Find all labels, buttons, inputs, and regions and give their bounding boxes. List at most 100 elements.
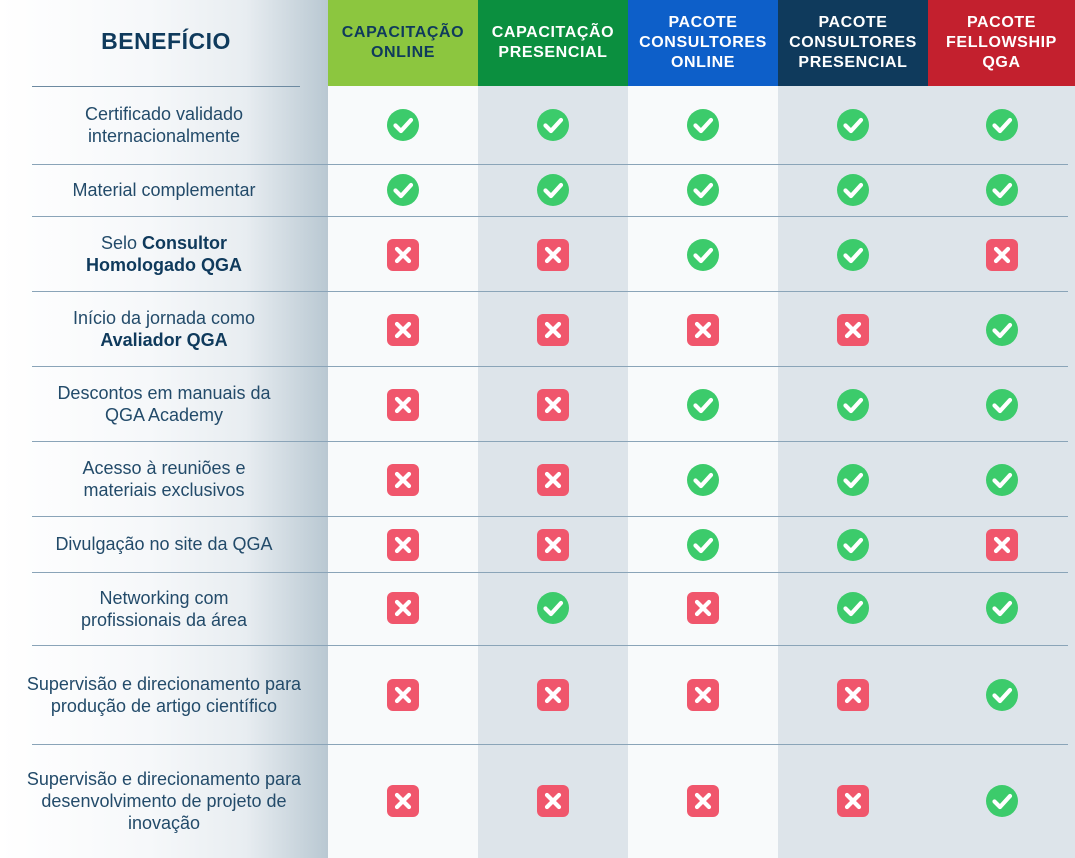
- benefit-label-part: Divulgação no site da QGA: [55, 534, 273, 554]
- plan-column-5: PACOTE FELLOWSHIP QGA: [928, 0, 1075, 858]
- cross-icon: [836, 678, 870, 712]
- check-icon: [686, 238, 720, 272]
- plan-column-1: CAPACITAÇÃO ONLINE: [328, 0, 478, 858]
- benefit-label-text: Networking com profissionais da área: [54, 587, 274, 631]
- check-icon: [985, 313, 1019, 347]
- benefit-label-bold: Consultor Homologado QGA: [86, 232, 242, 275]
- benefit-label-text: Supervisão e direcionamento para desenvo…: [19, 768, 309, 834]
- benefit-label-column: [0, 0, 328, 858]
- benefit-label: Acesso à reuniões e materiais exclusivos: [10, 441, 318, 516]
- benefit-label-part: Descontos em manuais da QGA Academy: [57, 382, 271, 425]
- cross-icon: [386, 388, 420, 422]
- cross-icon: [536, 238, 570, 272]
- check-icon: [985, 591, 1019, 625]
- benefit-label-text: Material complementar: [72, 179, 255, 201]
- cross-icon: [386, 528, 420, 562]
- benefit-label-text: Certificado validado internacionalmente: [54, 103, 274, 147]
- benefit-label: Divulgação no site da QGA: [10, 516, 318, 572]
- check-icon: [536, 108, 570, 142]
- check-icon: [836, 528, 870, 562]
- cross-icon: [686, 591, 720, 625]
- cross-icon: [536, 784, 570, 818]
- check-icon: [686, 463, 720, 497]
- check-icon: [985, 784, 1019, 818]
- benefit-label-text: Acesso à reuniões e materiais exclusivos: [54, 457, 274, 501]
- cross-icon: [386, 784, 420, 818]
- cross-icon: [536, 463, 570, 497]
- benefit-label-text: Descontos em manuais da QGA Academy: [54, 382, 274, 426]
- check-icon: [836, 388, 870, 422]
- row-divider: [32, 572, 1068, 573]
- row-divider: [32, 366, 1068, 367]
- row-divider: [32, 164, 1068, 165]
- benefit-label-text: Início da jornada como Avaliador QGA: [49, 307, 279, 351]
- row-divider: [32, 744, 1068, 745]
- cross-icon: [536, 388, 570, 422]
- plan-header: PACOTE CONSULTORES ONLINE: [628, 0, 778, 86]
- benefit-label-part: Supervisão e direcionamento para produçã…: [26, 673, 302, 716]
- row-divider: [32, 516, 1068, 517]
- cross-icon: [536, 528, 570, 562]
- cross-icon: [536, 313, 570, 347]
- row-divider: [32, 216, 1068, 217]
- row-divider: [32, 291, 1068, 292]
- check-icon: [386, 108, 420, 142]
- check-icon: [836, 591, 870, 625]
- plan-header: PACOTE FELLOWSHIP QGA: [928, 0, 1075, 86]
- benefit-label: Supervisão e direcionamento para produçã…: [10, 645, 318, 744]
- check-icon: [836, 108, 870, 142]
- benefit-label-part: Acesso à reuniões e materiais exclusivos: [82, 457, 246, 500]
- plan-column-2: CAPACITAÇÃO PRESENCIAL: [478, 0, 628, 858]
- cross-icon: [686, 678, 720, 712]
- plan-column-4: PACOTE CONSULTORES PRESENCIAL: [778, 0, 928, 858]
- plan-header: CAPACITAÇÃO PRESENCIAL: [478, 0, 628, 86]
- check-icon: [836, 463, 870, 497]
- check-icon: [985, 678, 1019, 712]
- row-divider: [32, 441, 1068, 442]
- benefit-label: Material complementar: [10, 164, 318, 216]
- cross-icon: [386, 313, 420, 347]
- benefit-label-part: Selo: [100, 232, 143, 253]
- check-icon: [686, 388, 720, 422]
- benefit-label-text: Supervisão e direcionamento para produçã…: [19, 673, 309, 717]
- benefit-label: Networking com profissionais da área: [10, 572, 318, 645]
- plan-header: CAPACITAÇÃO ONLINE: [328, 0, 478, 86]
- cross-icon: [386, 238, 420, 272]
- check-icon: [836, 173, 870, 207]
- check-icon: [686, 108, 720, 142]
- header-divider: [32, 86, 300, 87]
- row-divider: [32, 645, 1068, 646]
- benefit-label-bold: Avaliador QGA: [100, 329, 228, 350]
- cross-icon: [536, 678, 570, 712]
- check-icon: [836, 238, 870, 272]
- benefit-label: Certificado validado internacionalmente: [10, 86, 318, 164]
- check-icon: [985, 108, 1019, 142]
- benefit-label: Descontos em manuais da QGA Academy: [10, 366, 318, 441]
- check-icon: [686, 528, 720, 562]
- check-icon: [536, 591, 570, 625]
- benefit-label-text: Selo Consultor Homologado QGA: [49, 232, 279, 276]
- check-icon: [686, 173, 720, 207]
- benefit-label-part: Certificado validado internacionalmente: [84, 104, 244, 146]
- check-icon: [985, 388, 1019, 422]
- cross-icon: [386, 591, 420, 625]
- cross-icon: [686, 313, 720, 347]
- cross-icon: [985, 238, 1019, 272]
- cross-icon: [836, 313, 870, 347]
- cross-icon: [386, 463, 420, 497]
- benefit-label: Supervisão e direcionamento para desenvo…: [10, 744, 318, 858]
- plan-header: PACOTE CONSULTORES PRESENCIAL: [778, 0, 928, 86]
- check-icon: [386, 173, 420, 207]
- cross-icon: [386, 678, 420, 712]
- check-icon: [985, 463, 1019, 497]
- benefit-label-part: Supervisão e direcionamento para desenvo…: [26, 769, 302, 833]
- benefit-label: Selo Consultor Homologado QGA: [10, 216, 318, 291]
- benefit-label-part: Material complementar: [72, 180, 256, 200]
- benefit-label-part: Networking com profissionais da área: [80, 587, 248, 630]
- benefit-header: BENEFÍCIO: [101, 28, 231, 54]
- benefit-label-part: Início da jornada como: [72, 307, 256, 328]
- plan-column-3: PACOTE CONSULTORES ONLINE: [628, 0, 778, 858]
- benefit-label-text: Divulgação no site da QGA: [55, 533, 272, 555]
- cross-icon: [686, 784, 720, 818]
